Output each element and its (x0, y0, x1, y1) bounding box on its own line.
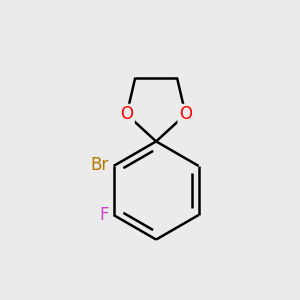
Text: O: O (120, 105, 133, 123)
Text: O: O (179, 105, 192, 123)
Text: F: F (99, 206, 109, 224)
Text: Br: Br (91, 156, 109, 174)
